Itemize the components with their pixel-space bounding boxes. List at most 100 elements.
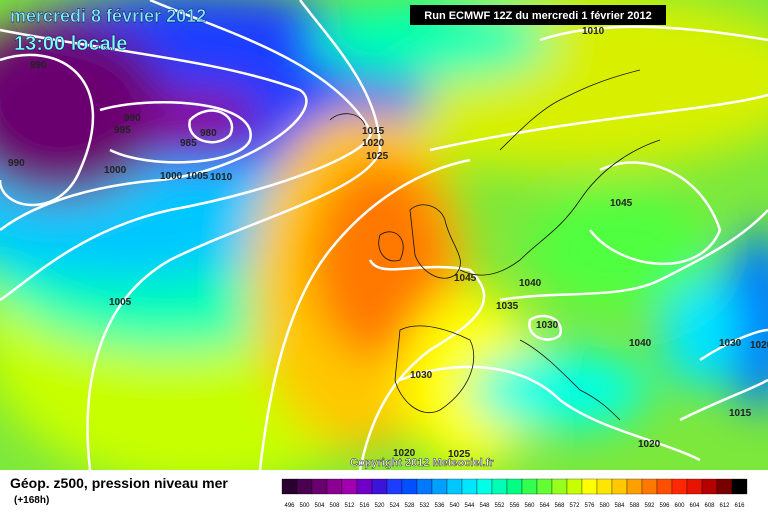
colorbar-label: 588 [629,503,640,509]
colorbar-label: 600 [674,503,685,509]
isobar-label: 1010 [210,172,233,183]
colorbar-label: 592 [644,503,655,509]
colorbar-label: 604 [689,503,700,509]
footer-lead: (+168h) [14,495,49,506]
colorbar-label: 560 [524,503,535,509]
isobar-label: 1010 [582,26,605,37]
footer-title: Géop. z500, pression niveau mer [10,475,228,491]
colorbar-label: 508 [329,503,340,509]
isobar-label: 990 [30,60,47,71]
run-banner [410,5,666,25]
isobar-label: 1030 [719,338,742,349]
isobar-label: 1020 [638,439,661,450]
colorbar-cell [656,478,673,495]
colorbar-label: 576 [584,503,595,509]
isobar-label: 1005 [186,171,209,182]
colorbar-label: 608 [704,503,715,509]
isobar-label: 980 [200,128,217,139]
colorbar-cell [416,478,433,495]
colorbar-cell [446,478,463,495]
isobar-label: 1020 [393,448,416,459]
colorbar-label: 504 [314,503,325,509]
colorbar-cell [566,478,583,495]
isobar-label: 990 [8,158,25,169]
colorbar-cell [461,478,478,495]
colorbar-label: 532 [419,503,430,509]
colorbar-cell [401,478,418,495]
colorbar-cell [671,478,688,495]
isobar-label: 1000 [104,165,127,176]
colorbar-label: 544 [464,503,475,509]
colorbar-cell [431,478,448,495]
colorbar-label: 548 [479,503,490,509]
colorbar-cell [596,478,613,495]
isobars [0,0,768,470]
colorbar-cell [371,478,388,495]
colorbar-cell [281,478,298,495]
colorbar-label: 572 [569,503,580,509]
colorbar-cell [341,478,358,495]
colorbar-cell [326,478,343,495]
colorbar-cell [536,478,553,495]
colorbar-label: 500 [299,503,310,509]
isobar-label: 1020 [750,340,768,351]
colorbar-cell [716,478,733,495]
colorbar-label: 520 [374,503,385,509]
isobar-label: 1040 [519,278,542,289]
isobar-label: 990 [124,113,141,124]
time-label: 13:00 locale [14,33,127,55]
isobar-label: 1040 [629,338,652,349]
colorbar-label: 556 [509,503,520,509]
field [0,0,768,470]
colorbar-label: 536 [434,503,445,509]
colorbar-label: 552 [494,503,505,509]
run-label: Run ECMWF 12Z du mercredi 1 février 2012 [424,10,651,22]
isobar-label: 985 [180,138,197,149]
colorbar-cell [686,478,703,495]
colorbar-label: 528 [404,503,415,509]
colorbar-cell [491,478,508,495]
isobar-label: 1030 [410,370,433,381]
colorbar-cell [731,478,748,495]
colorbar-label: 580 [599,503,610,509]
colorbar-cell [476,478,493,495]
colorbar: 496 500 504 508 512 516 520 524 528 532 536 540 544 5… [281,478,748,509]
colorbar-label: 616 [734,503,745,509]
date-label: mercredi 8 février 2012 [10,6,206,26]
colorbar-cell [311,478,328,495]
isobar-label: 1025 [366,151,389,162]
colorbar-cell [701,478,718,495]
colorbar-cell [641,478,658,495]
colorbar-cell [386,478,403,495]
colorbar-cell [356,478,373,495]
colorbar-label: 568 [554,503,565,509]
colorbar-label: 516 [359,503,370,509]
colorbar-label: 584 [614,503,625,509]
coastlines [329,69,661,421]
colorbar-label: 564 [539,503,550,509]
isobar-label: 1015 [362,126,385,137]
isobar-label: 1045 [454,273,477,284]
colorbar-label: 612 [719,503,730,509]
colorbar-label: 496 [284,503,295,509]
colorbar-label: 512 [344,503,355,509]
colorbar-cell [506,478,523,495]
colorbar-label: 540 [449,503,460,509]
isobar-label: 1030 [536,320,559,331]
colorbar-cell [296,478,313,495]
isobar-label: 1015 [729,408,752,419]
colorbar-cell [581,478,598,495]
isobar-label: 995 [114,125,131,136]
isobar-label: 1000 [160,171,183,182]
isobar-label: 1020 [362,138,385,149]
colorbar-label: 524 [389,503,400,509]
isobar-label: 1025 [448,449,471,460]
copyright: Copyright 2012 Meteociel.fr [350,457,494,469]
isobar-label: 1045 [610,198,633,209]
colorbar-label: 596 [659,503,670,509]
colorbar-cell [611,478,628,495]
isobar-label: 1035 [496,301,519,312]
colorbar-cell [626,478,643,495]
